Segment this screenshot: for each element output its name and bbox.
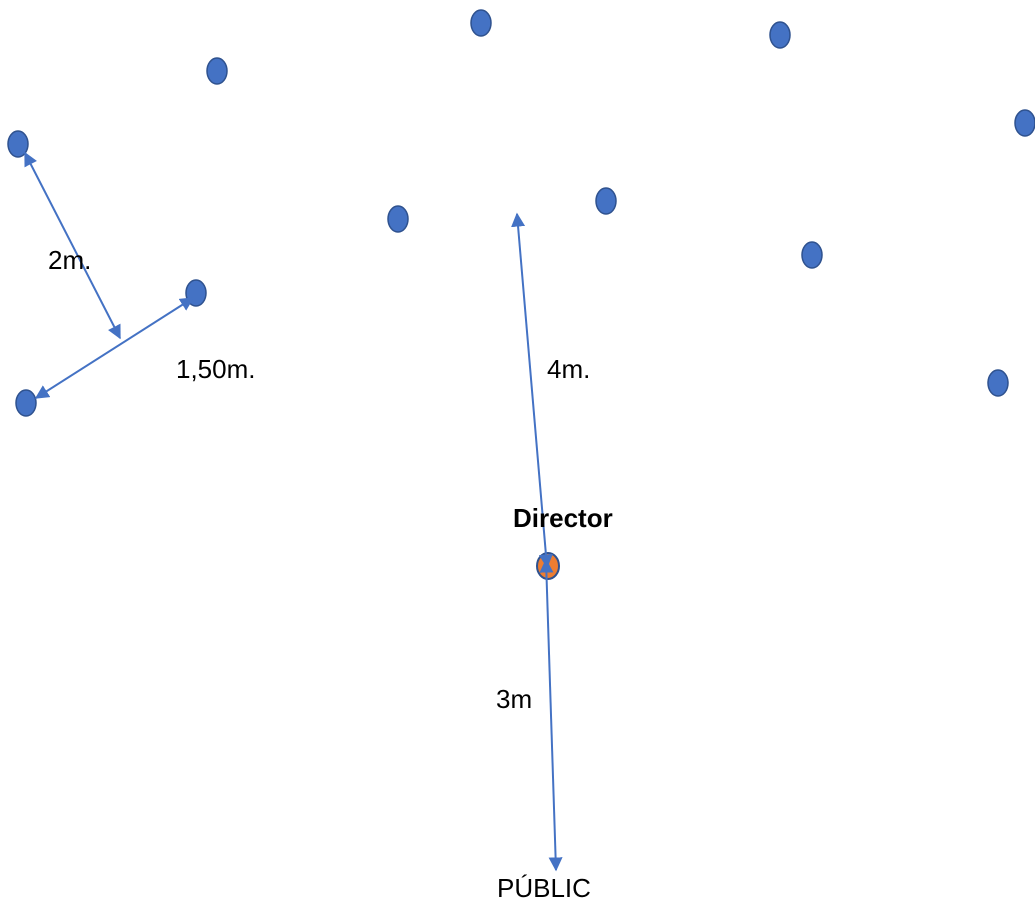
singer-dot <box>206 57 228 85</box>
singer-dot <box>15 389 37 417</box>
director-dot <box>536 552 560 580</box>
singer-dot <box>801 241 823 269</box>
singer-dot <box>987 369 1009 397</box>
singer-dot <box>185 279 207 307</box>
arrow-4m <box>511 212 553 569</box>
singer-dot <box>7 130 29 158</box>
singer-dot <box>387 205 409 233</box>
singer-dot <box>769 21 791 49</box>
distance-arrows <box>24 151 563 872</box>
label-audience: PÚBLIC <box>497 873 591 902</box>
singer-dot <box>595 187 617 215</box>
label-4m: 4m. <box>547 354 590 384</box>
label-150m: 1,50m. <box>176 354 256 384</box>
singers-group <box>7 9 1035 417</box>
arrow-3m <box>539 558 563 872</box>
singer-dot <box>470 9 492 37</box>
arrow-150m <box>34 297 195 399</box>
singer-dot <box>1014 109 1035 137</box>
label-3m: 3m <box>496 684 532 714</box>
label-director: Director <box>513 503 613 533</box>
label-2m: 2m. <box>48 245 91 275</box>
